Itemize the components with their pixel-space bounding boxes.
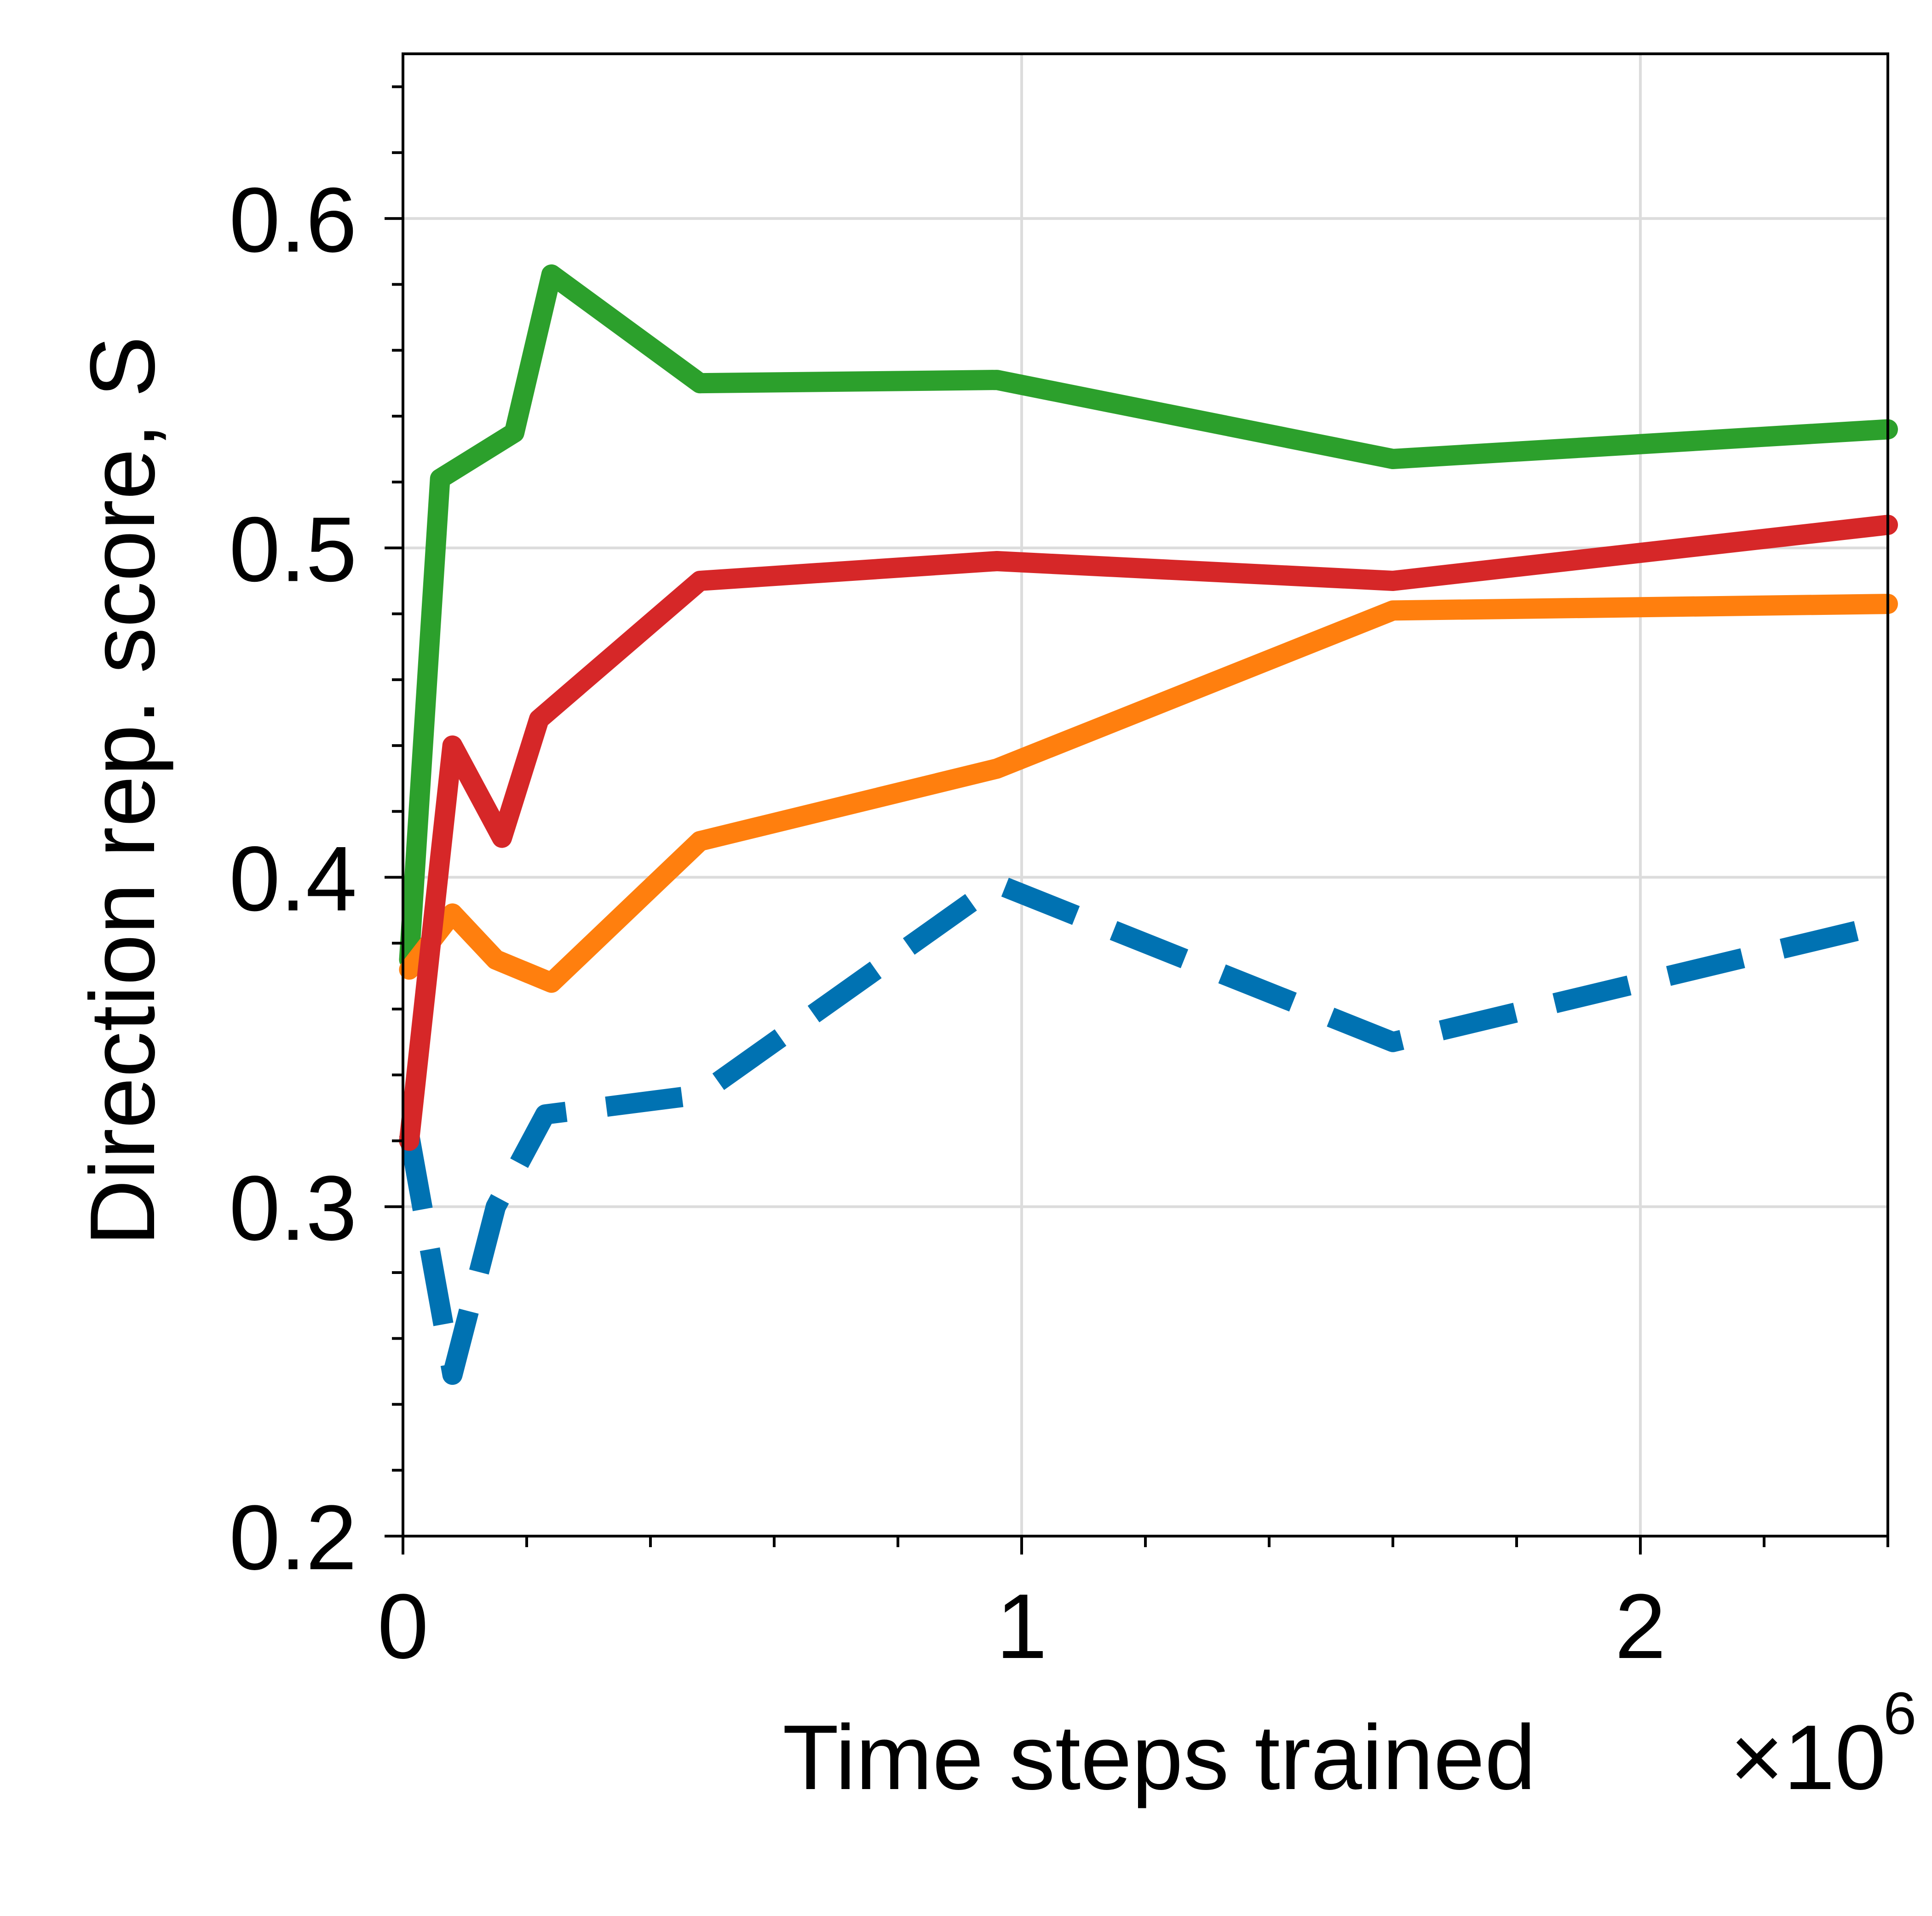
y-tick-label: 0.2: [229, 1486, 357, 1589]
series-line-2: [399, 264, 1898, 970]
x-axis-multiplier-exponent: 6: [1883, 1680, 1916, 1747]
y-tick-label: 0.3: [229, 1157, 357, 1260]
x-tick-label: 0: [377, 1575, 428, 1678]
tick-labels: 0 1 2 0.2 0.3 0.4 0.5 0.6: [229, 169, 1666, 1678]
y-axis-label: Direction rep. score, S: [71, 336, 174, 1246]
y-tick-label: 0.6: [229, 169, 357, 271]
series-line-3: [399, 594, 1898, 993]
x-multiplier-base: ×10: [1730, 1706, 1886, 1809]
series-group: [399, 264, 1898, 1385]
series-line-1: [399, 873, 1891, 1385]
x-axis-multiplier: ×10: [1730, 1706, 1886, 1809]
series-line-4: [399, 515, 1898, 1151]
y-tick-label: 0.5: [229, 498, 357, 601]
x-tick-label: 1: [996, 1575, 1047, 1678]
y-tick-label: 0.4: [229, 828, 357, 930]
x-axis-label: Time steps trained: [782, 1706, 1536, 1809]
x-tick-label: 2: [1615, 1575, 1666, 1678]
axis-ticks: [385, 85, 1889, 1555]
